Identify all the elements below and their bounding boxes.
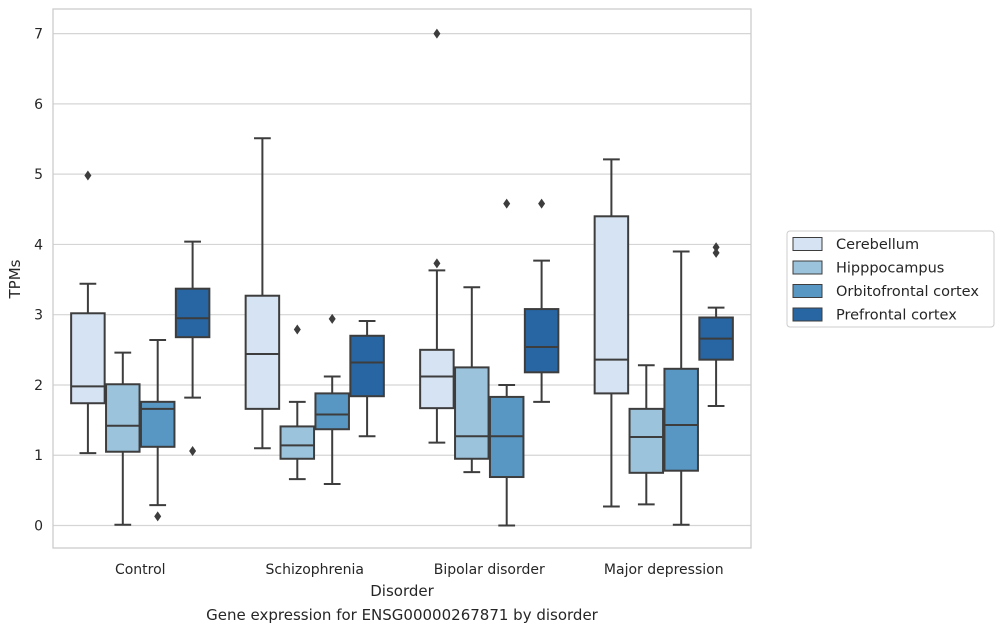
outlier-point — [189, 446, 197, 457]
y-tick-label: 1 — [34, 448, 43, 464]
box-group — [663, 250, 699, 526]
box-group — [139, 338, 176, 522]
legend-frame — [786, 230, 995, 328]
box-iqr — [105, 383, 141, 453]
box-group — [698, 242, 734, 408]
legend-label: Orbitofrontal cortex — [836, 284, 979, 300]
boxes — [70, 28, 734, 527]
box-iqr — [244, 294, 281, 410]
x-tick-label: Bipolar disorder — [434, 562, 545, 578]
box-iqr — [314, 392, 350, 431]
y-tick-label: 0 — [34, 519, 43, 535]
outlier-point — [503, 198, 511, 209]
outlier-point — [712, 247, 720, 258]
box-group — [628, 364, 665, 506]
legend-swatch — [792, 307, 823, 322]
box-iqr — [663, 367, 699, 472]
outlier-point — [84, 170, 92, 181]
y-tick-labels: 0 1 2 3 4 5 6 7 — [34, 27, 43, 535]
y-tick-label: 2 — [34, 378, 43, 394]
y-tick-label: 5 — [34, 167, 43, 183]
x-tick-labels: Control Schizophrenia Bipolar disorder Majo… — [115, 562, 724, 578]
box-group — [174, 240, 211, 457]
outlier-point — [433, 28, 441, 39]
plot-area-frame — [52, 8, 752, 549]
box-group — [70, 170, 106, 455]
box-iqr — [279, 425, 316, 460]
legend-swatch — [792, 260, 823, 275]
box-group — [454, 286, 490, 474]
box-group — [244, 137, 281, 450]
box-iqr — [454, 366, 490, 460]
box-iqr — [349, 334, 385, 398]
legend-label: Prefrontal cortex — [836, 308, 957, 324]
box-group — [523, 198, 560, 403]
legend-label: Cerebellum — [836, 237, 919, 253]
box-iqr — [593, 215, 630, 395]
legend: Cerebellum Hipppocampus Orbitofrontal cort… — [786, 230, 995, 328]
box-iqr — [70, 312, 106, 405]
box-group — [593, 158, 630, 508]
outlier-point — [712, 242, 720, 253]
y-tick-label: 3 — [34, 308, 43, 324]
legend-swatch — [792, 237, 823, 251]
x-tick-label: Major depression — [604, 562, 724, 578]
box-group — [314, 313, 350, 486]
outlier-point — [433, 258, 441, 269]
y-tick-label: 4 — [34, 237, 43, 253]
y-tick-label: 7 — [34, 27, 43, 43]
outlier-point — [328, 313, 336, 324]
box-iqr — [523, 308, 560, 374]
box-group — [105, 351, 141, 526]
box-iqr — [174, 287, 211, 339]
box-iqr — [628, 407, 665, 474]
outlier-point — [293, 324, 301, 335]
box-group — [488, 198, 525, 527]
y-axis-label: TPMs — [6, 259, 24, 299]
box-iqr — [419, 348, 455, 410]
box-group — [349, 320, 385, 438]
outlier-point — [538, 198, 546, 209]
legend-label: Hipppocampus — [836, 261, 944, 277]
x-tick-label: Schizophrenia — [266, 562, 364, 578]
x-axis-label: Disorder — [370, 582, 434, 600]
figure-caption: Gene expression for ENSG00000267871 by d… — [206, 606, 598, 624]
box-group — [279, 324, 316, 481]
y-tick-label: 6 — [34, 97, 43, 113]
legend-swatch — [792, 284, 823, 298]
outlier-point — [154, 511, 162, 522]
x-tick-label: Control — [115, 562, 166, 578]
gridlines — [53, 32, 751, 527]
box-group — [419, 28, 455, 444]
